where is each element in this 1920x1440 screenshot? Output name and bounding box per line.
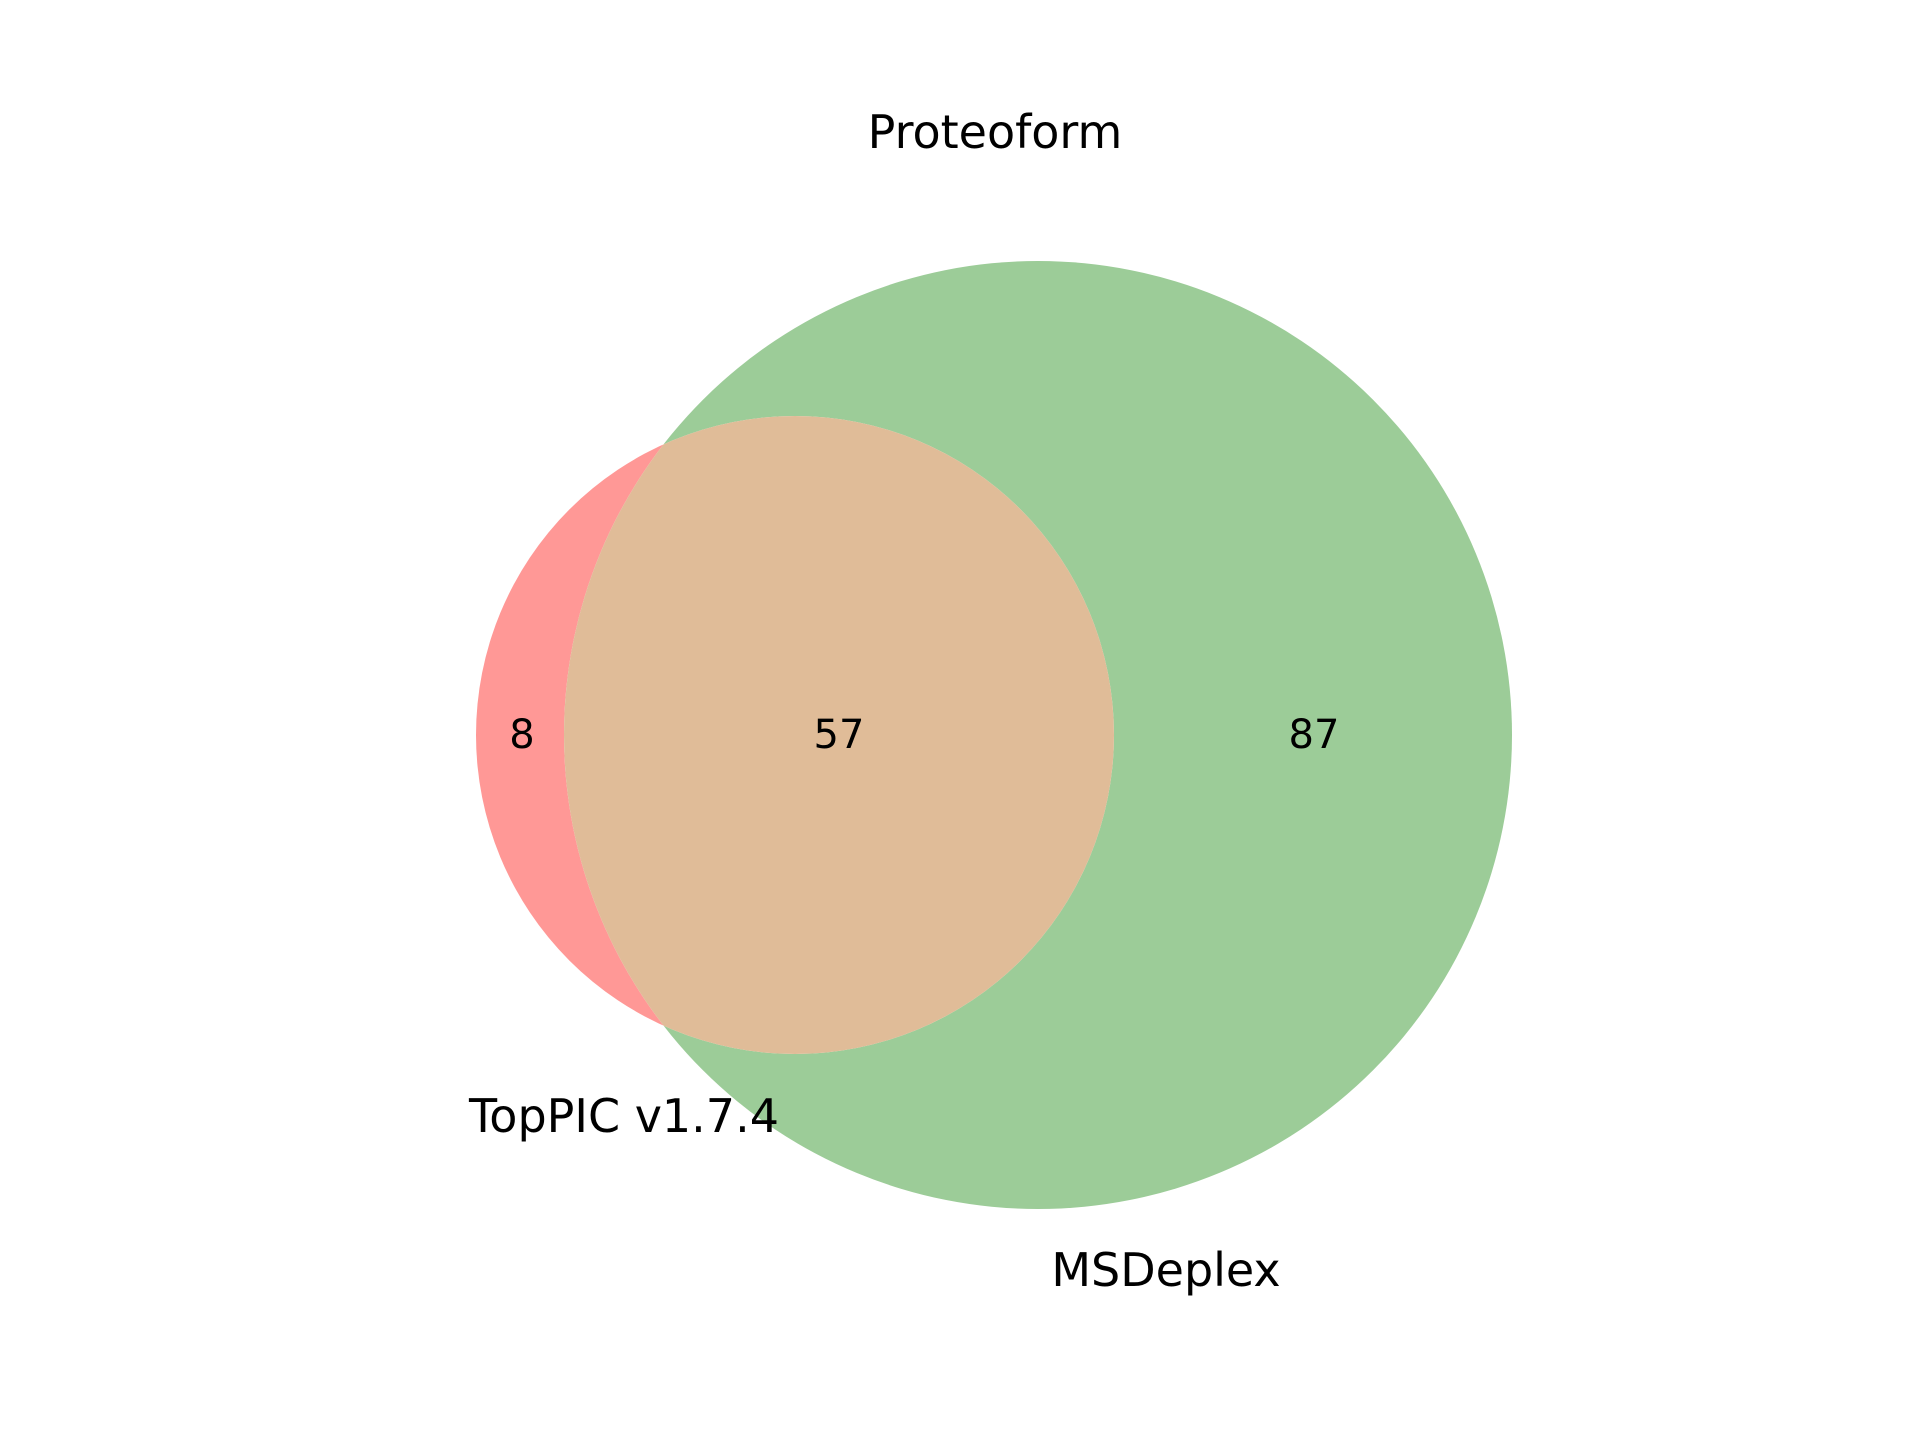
toppic-set-label: TopPIC v1.7.4: [468, 1089, 779, 1143]
intersection-count: 57: [814, 712, 865, 758]
msdeplex-only-count: 87: [1289, 712, 1340, 758]
diagram-title: Proteoform: [868, 105, 1123, 159]
intersection-region: [564, 416, 1114, 1054]
msdeplex-set-label: MSDeplex: [1051, 1243, 1280, 1297]
toppic-only-count: 8: [509, 712, 534, 758]
